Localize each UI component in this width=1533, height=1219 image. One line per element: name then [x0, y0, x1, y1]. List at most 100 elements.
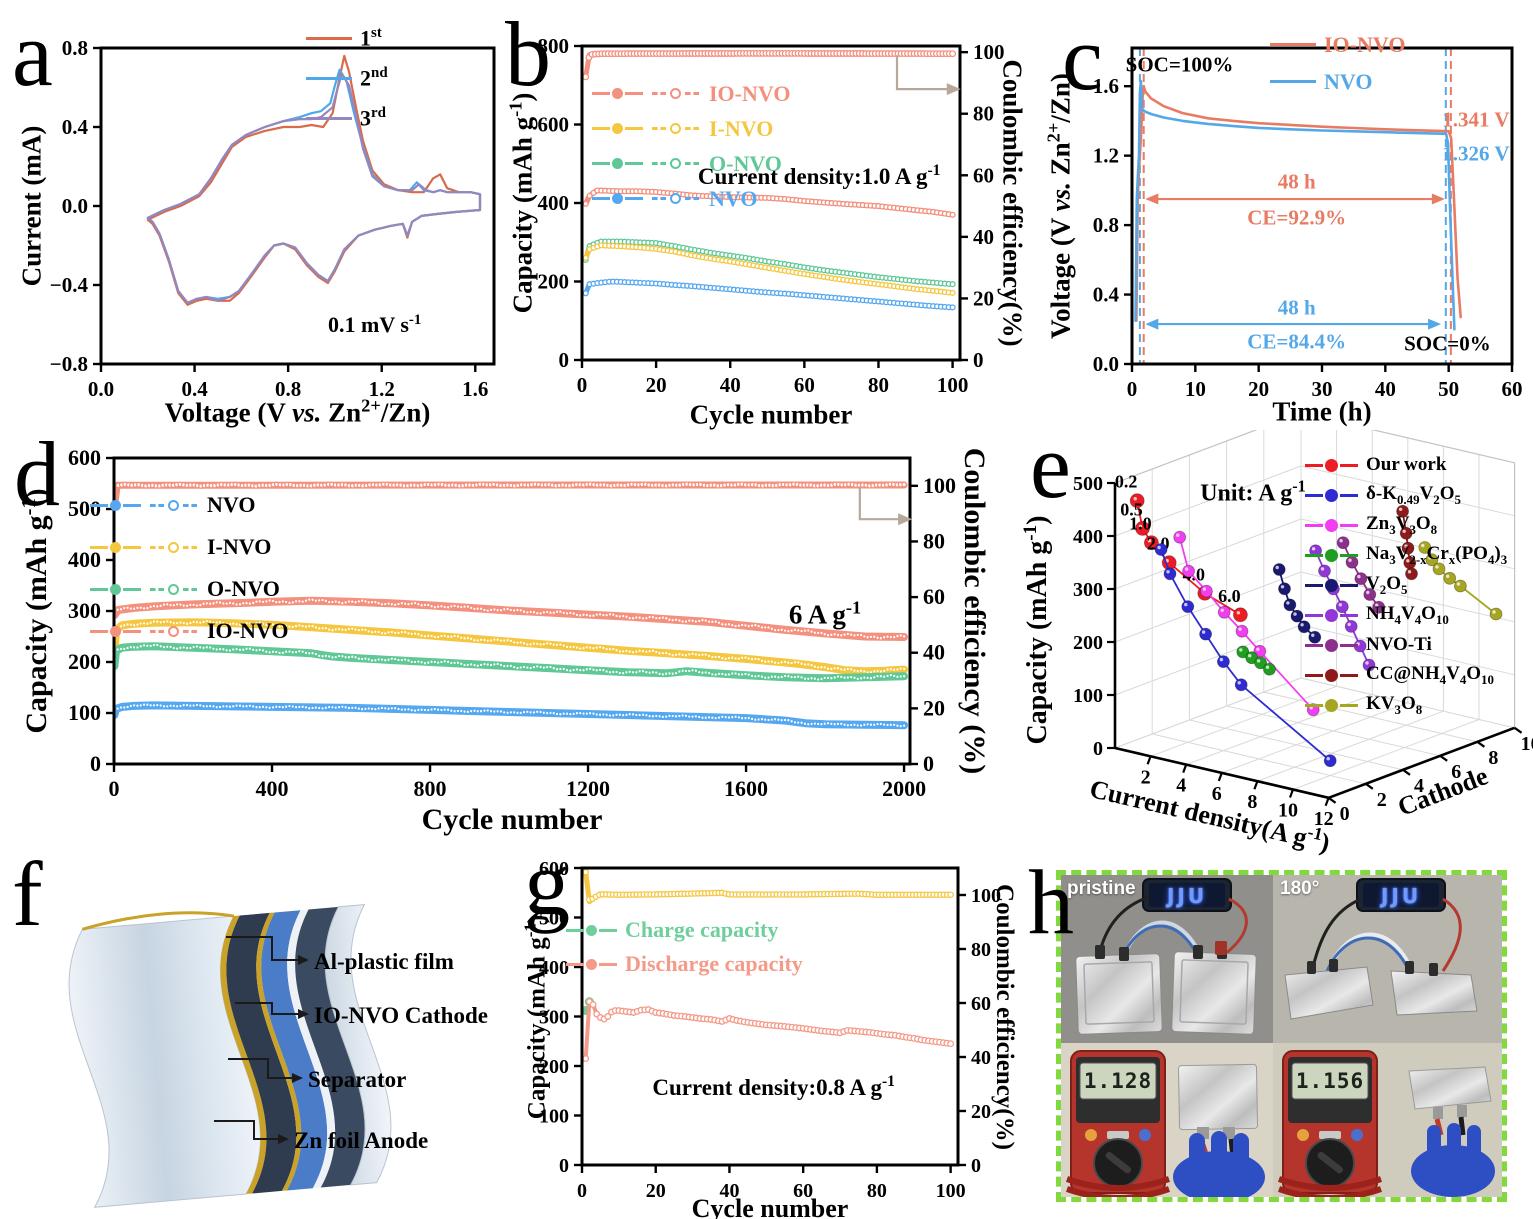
legend-dash-icon: [652, 197, 666, 200]
annotation: 0.1 mV s-1: [328, 311, 422, 337]
legend-item: I-NVO: [592, 111, 790, 146]
svg-text:40: 40: [973, 225, 994, 249]
legend-dash-icon: [183, 587, 197, 591]
svg-text:20: 20: [1248, 377, 1269, 401]
annotation: 1.341 V: [1442, 107, 1510, 132]
svg-text:40: 40: [1375, 377, 1396, 401]
svg-text:0.5: 0.5: [1120, 499, 1143, 519]
svg-text:200: 200: [539, 1056, 569, 1078]
svg-text:0.4: 0.4: [1093, 283, 1120, 307]
layer-label-zn-foil-anode: Zn foil Anode: [294, 1128, 429, 1153]
legend-dash-icon: [150, 587, 164, 591]
svg-text:100: 100: [68, 700, 101, 725]
legend-item: CC@NH4V4O10: [1305, 660, 1507, 690]
svg-text:8: 8: [1488, 747, 1498, 769]
legend-open-marker-icon: [670, 88, 681, 99]
panel-e-3d-comparison-chart: 0 100 200 300 400 500 2 4 6 8 10 12 0 2 4 6 8 10 0.2 0.51.0…: [1015, 412, 1533, 858]
svg-text:80: 80: [923, 528, 945, 553]
legend-line-icon: [306, 76, 352, 80]
legend-open-marker-icon: [670, 193, 681, 204]
annotation: 48 h: [1277, 169, 1316, 194]
legend-line-icon: [1340, 673, 1358, 677]
svg-text:0.0: 0.0: [1093, 352, 1119, 376]
z-axis-label: Capacity (mAh g-1): [1019, 515, 1054, 745]
legend-marker-icon: [1325, 608, 1338, 622]
svg-text:400: 400: [68, 547, 101, 572]
legend-label: 1st: [360, 24, 382, 51]
y-axis-label: Current (mA): [16, 125, 47, 287]
chart-legend-e: Our work δ-K0.49V2O5 Zn3V3O8 Na3V2-xCrx(PO4…: [1305, 450, 1507, 720]
svg-text:0: 0: [577, 1180, 587, 1202]
svg-text:60: 60: [923, 584, 945, 609]
legend-line-icon: [123, 587, 141, 591]
legend-marker-icon: [110, 583, 121, 595]
legend-label: I-NVO: [207, 534, 272, 559]
legend-line-icon: [592, 92, 610, 95]
chart-g: 0 20 40 60 80 1000100200300400500600020406080…: [539, 858, 1001, 1202]
legend-label: NH4V4O10: [1366, 602, 1449, 627]
legend-dash-icon: [685, 197, 699, 200]
panel-letter-f: f: [12, 843, 43, 945]
legend-item: 1st: [306, 18, 388, 58]
svg-text:0.8: 0.8: [1093, 213, 1119, 237]
legend-label: Our work: [1366, 454, 1447, 475]
layer-label-io-nvo-cathode: IO-NVO Cathode: [314, 1003, 488, 1028]
legend-marker-icon: [1325, 548, 1338, 562]
layer-label-al-plastic-film: Al-plastic film: [314, 949, 454, 974]
annotation: SOC=0%: [1404, 331, 1491, 356]
layer-stack: [68, 904, 392, 1208]
svg-text:100: 100: [973, 40, 1005, 64]
svg-text:400: 400: [539, 957, 569, 979]
legend-item: Charge capacity: [566, 913, 803, 947]
chart-c: 0 10 20 30 40 50 60 0.0 0.4 0.8 1.2 1.6: [1093, 46, 1523, 401]
svg-text:−0.8: −0.8: [50, 352, 88, 376]
legend-label: O-NVO: [207, 576, 280, 601]
svg-text:40: 40: [720, 373, 741, 397]
legend-line-icon: [90, 587, 108, 591]
legend-dash-icon: [150, 503, 164, 507]
annotation: Current density:1.0 A g-1: [697, 162, 941, 190]
y2-axis-label: Coulombic efficiency (%): [958, 447, 991, 775]
legend-line-icon: [1340, 613, 1358, 617]
svg-text:100: 100: [936, 1180, 966, 1202]
chart-legend-g: Charge capacity Discharge capacity: [566, 913, 803, 981]
legend-marker-icon: [612, 123, 623, 134]
y2-axis-label: Coulombic efficiency(%): [991, 883, 1018, 1150]
svg-text:10: 10: [1278, 800, 1298, 822]
svg-text:60: 60: [1502, 377, 1523, 401]
svg-text:60: 60: [971, 993, 991, 1015]
legend-marker-icon: [586, 924, 597, 936]
svg-text:600: 600: [538, 113, 570, 137]
legend-line-icon: [123, 545, 141, 549]
svg-text:10: 10: [1185, 377, 1206, 401]
legend-line-icon: [1305, 643, 1323, 647]
svg-text:0: 0: [559, 1155, 569, 1177]
svg-text:200: 200: [68, 649, 101, 674]
legend-label: IO-NVO: [207, 618, 289, 643]
legend-line-icon: [1305, 523, 1323, 527]
legend-line-icon: [90, 629, 108, 633]
legend-line-icon: [1305, 703, 1323, 707]
legend-dash-icon: [150, 629, 164, 633]
legend-marker-icon: [612, 158, 623, 169]
svg-text:500: 500: [68, 496, 101, 521]
panel-d-longcycling-chart: 0 400 800 1200 1600 2000 0 100 200 300 400 500 600 0 2…: [2, 428, 1014, 848]
layer-label-separator: Separator: [308, 1067, 407, 1092]
legend-marker-icon: [612, 193, 623, 204]
legend-item: Zn3V3O8: [1305, 510, 1507, 540]
svg-text:80: 80: [973, 102, 994, 126]
legend-label: IO-NVO: [1324, 31, 1406, 57]
legend-dash-icon: [685, 127, 699, 130]
svg-text:30: 30: [1312, 377, 1333, 401]
legend-item: IO-NVO: [90, 610, 288, 652]
y-axis-label: Capacity (mAh g-1): [18, 488, 53, 734]
x-axis-label: Cycle number: [691, 1194, 849, 1219]
legend-open-marker-icon: [670, 158, 681, 169]
svg-text:1600: 1600: [724, 776, 768, 801]
legend-line-icon: [123, 503, 141, 507]
chart-e: 0 100 200 300 400 500 2 4 6 8 10 12 0 2 4 6 8 10 0.2 0.51.0…: [1073, 412, 1533, 830]
chart-legend-a: 1st 2nd 3rd: [306, 18, 388, 138]
legend-line-icon: [566, 928, 584, 932]
panel-g-pouch-cycling-chart: 0 20 40 60 80 100 0 100 200 300 400 500 600 0 20 40 60 80…: [520, 843, 1025, 1219]
